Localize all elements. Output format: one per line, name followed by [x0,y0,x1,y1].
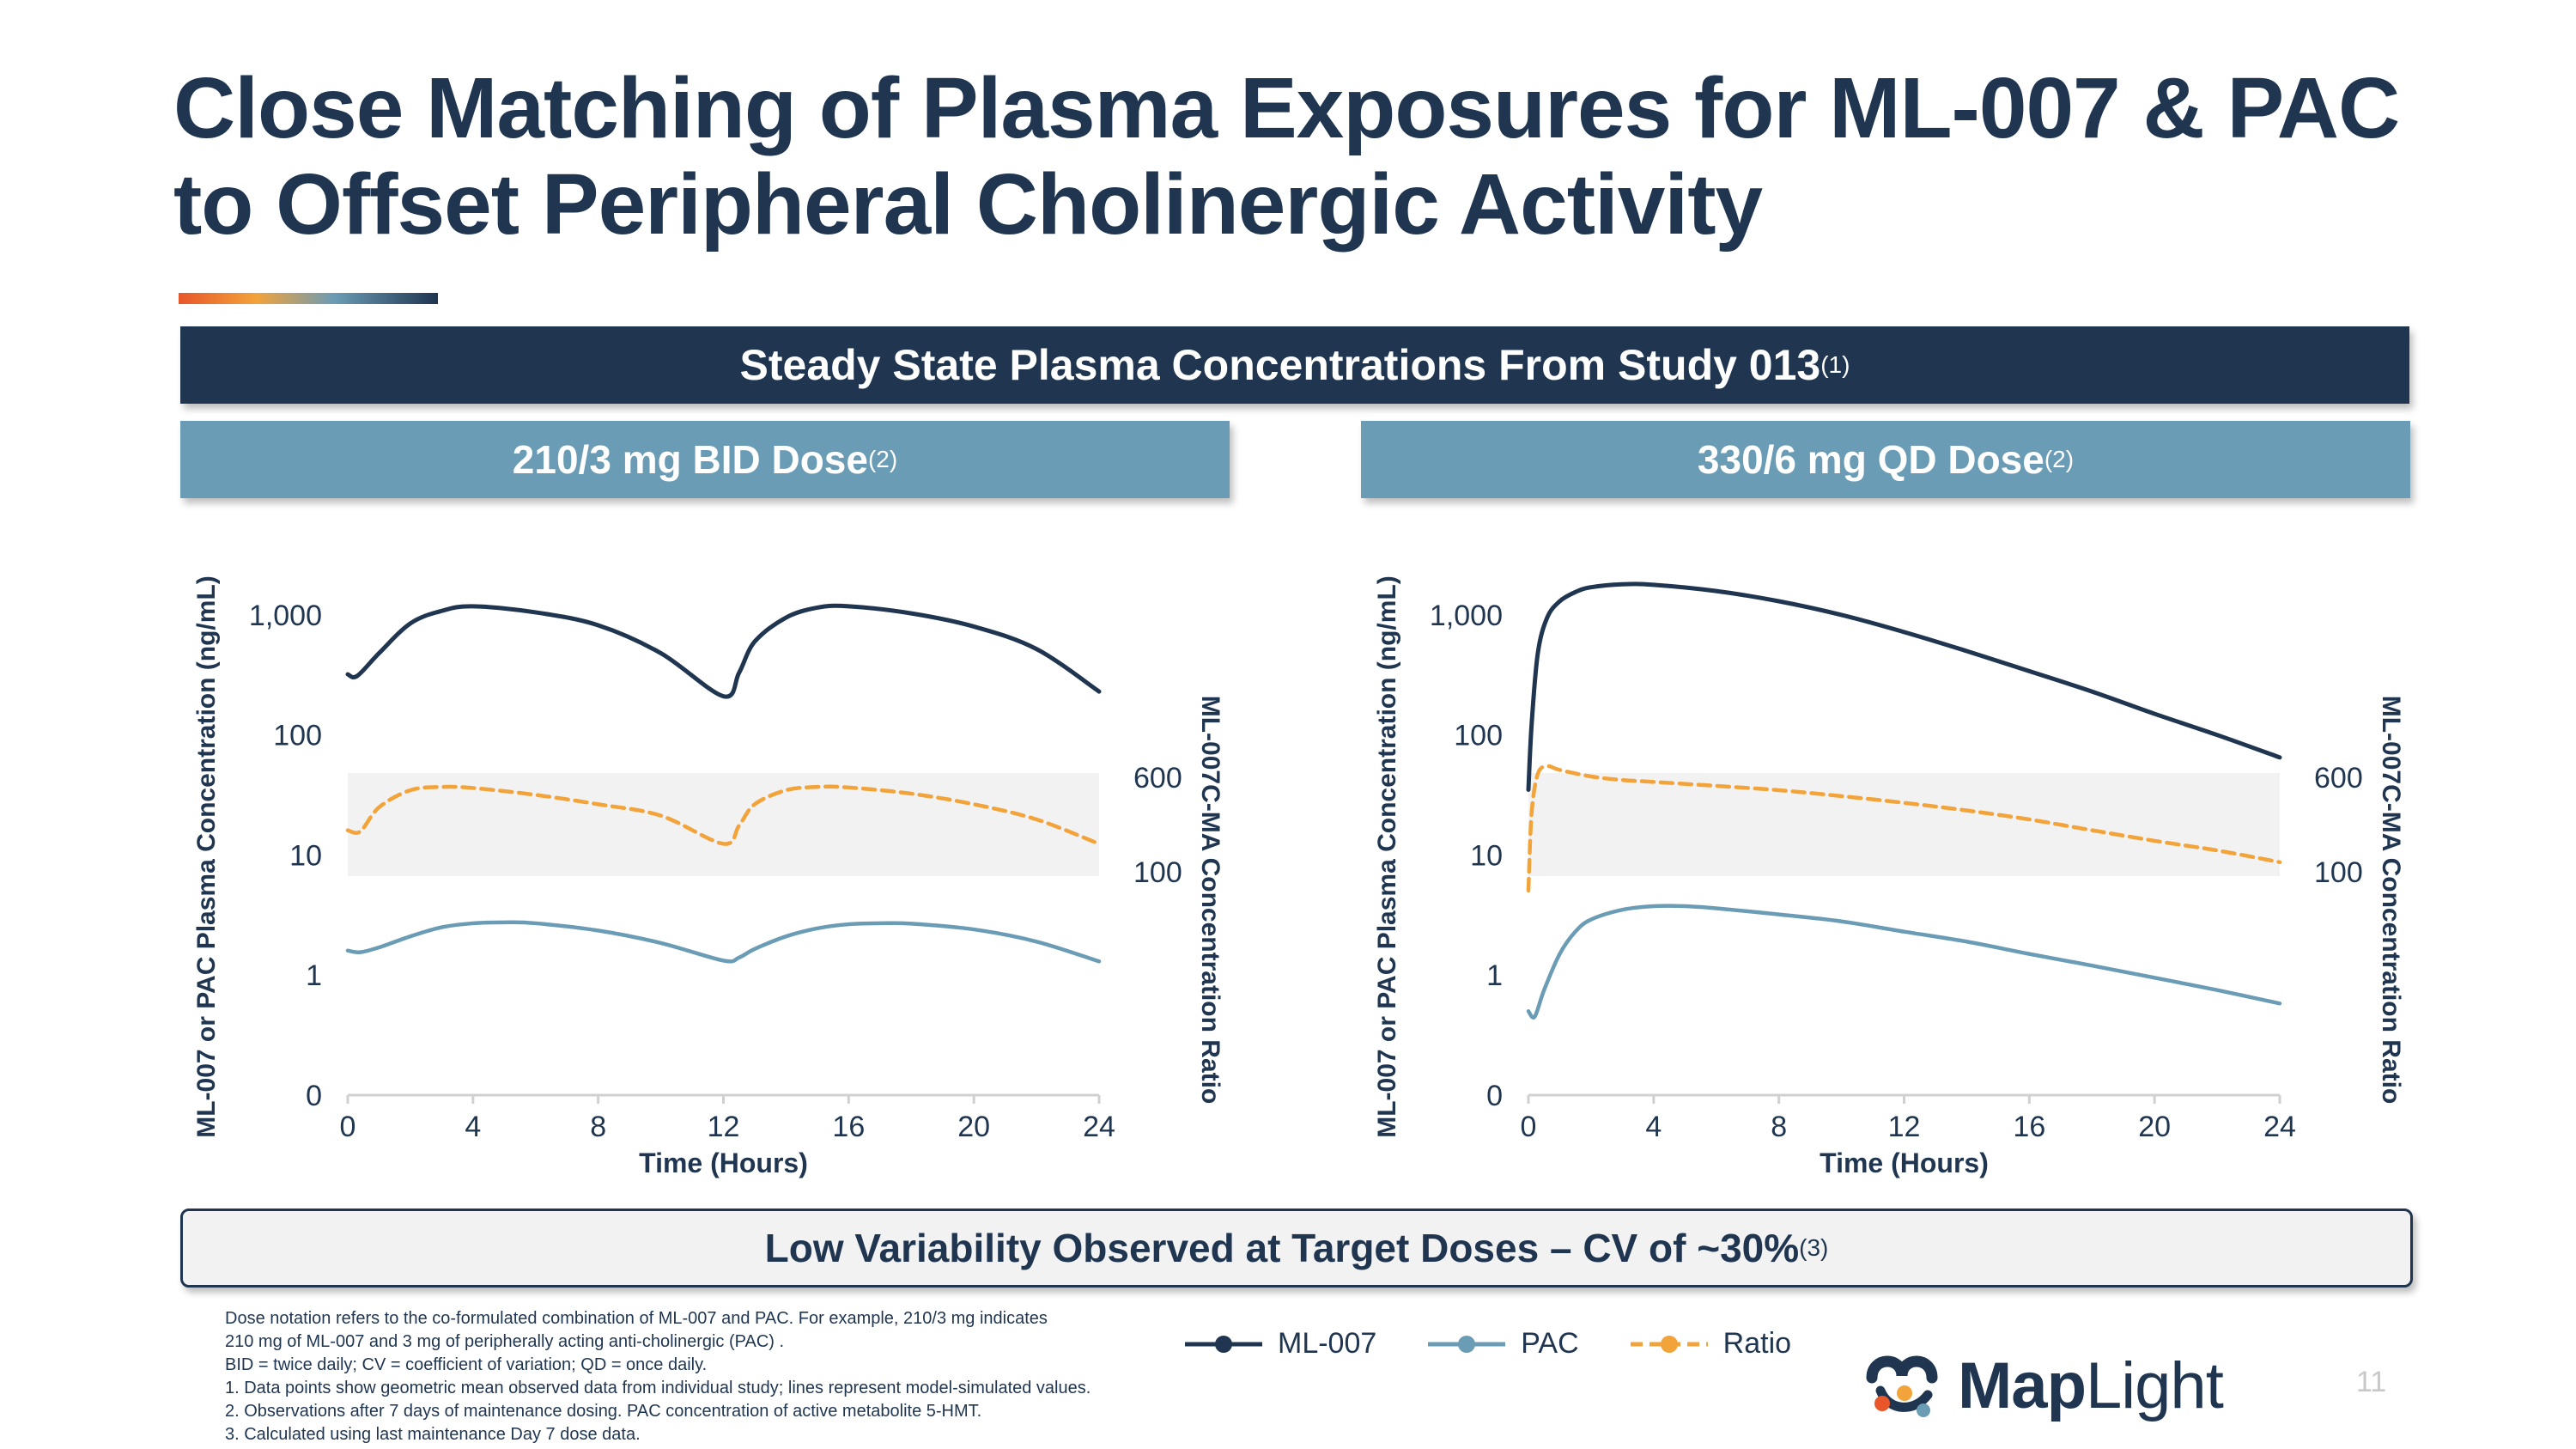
panel-title-right: 330/6 mg QD Dose (2) [1361,421,2410,498]
x-tick-label: 12 [708,1111,740,1143]
x-tick-label: 8 [590,1111,606,1143]
y-tick-label: 10 [289,839,322,872]
panel-title-left: 210/3 mg BID Dose (2) [180,421,1230,498]
logo-text: MapLight [1958,1349,2224,1423]
ratio-band [348,773,1099,876]
panel-title-right-footnote: (2) [2044,446,2075,472]
footnote-line: 1. Data points show geometric mean obser… [225,1379,1091,1397]
x-tick-label: 12 [1888,1111,1921,1143]
company-logo: MapLight [1863,1349,2224,1423]
y-tick-label: 0 [306,1080,322,1112]
footnote-line: BID = twice daily; CV = coefficient of v… [225,1355,708,1374]
legend-marker-pac [1428,1335,1506,1353]
series-line-ml007 [345,603,1102,699]
legend-label-pac: PAC [1521,1327,1579,1360]
series-line-ml007 [1526,581,2282,792]
chart-bid-dose: 0 4 8 12 16 20 24 0 1 10 100 1,000 100 600 Time (Hours… [192,575,1224,1178]
y-tick-label: 100 [1454,720,1503,752]
y-tick-label: 0 [1486,1080,1503,1112]
x-tick-label: 20 [2138,1111,2171,1143]
y-tick-label: 100 [273,720,322,752]
y-tick-label: 1,000 [249,600,322,632]
page-number: 11 [2356,1366,2387,1398]
ratio-band [1528,773,2280,876]
y-axis-title: ML-007 or PAC Plasma Concentration (ng/m… [1373,575,1401,1138]
legend-marker-ratio [1630,1335,1708,1353]
logo-text-bold: Map [1958,1349,2087,1422]
bottom-banner: Low Variability Observed at Target Doses… [180,1209,2413,1288]
x-tick-label: 20 [957,1111,990,1143]
panel-title-right-text: 330/6 mg QD Dose [1697,437,2044,482]
footnote-line: 2. Observations after 7 days of maintena… [225,1402,982,1421]
logo-icon [1866,1355,1938,1417]
logo-text-light: Light [2086,1349,2224,1422]
x-tick-label: 0 [1521,1111,1537,1143]
y2-axis-title: ML-007C-MA Concentration Ratio [2377,696,2405,1105]
series-line-pac [345,920,1102,964]
main-banner-text: Steady State Plasma Concentrations From … [739,341,1821,389]
y-tick-label: 1 [1486,959,1503,992]
main-banner: Steady State Plasma Concentrations From … [180,326,2409,404]
x-tick-label: 24 [1083,1111,1115,1143]
footnote-line: 210 mg of ML-007 and 3 mg of peripherall… [225,1332,785,1351]
footnotes: Dose notation refers to the co-formulate… [225,1307,1212,1446]
legend-item-ratio: Ratio [1630,1327,1792,1361]
y-axis-title: ML-007 or PAC Plasma Concentration (ng/m… [192,575,221,1138]
y2-tick-label: 600 [1133,762,1182,795]
page-title: Close Matching of Plasma Exposures for M… [173,60,2543,253]
x-tick-label: 4 [1645,1111,1662,1143]
y-tick-label: 1 [306,959,322,992]
footnote-line: Dose notation refers to the co-formulate… [225,1309,1048,1328]
series-line-ratio [345,784,1102,846]
panel-title-left-text: 210/3 mg BID Dose [512,437,868,482]
bottom-banner-text: Low Variability Observed at Target Doses… [764,1226,1800,1270]
accent-bar [179,293,438,304]
legend-marker-ml007 [1185,1335,1262,1353]
legend-item-ml007: ML-007 [1185,1327,1376,1361]
x-tick-label: 16 [832,1111,865,1143]
chart-legend: ML-007 PAC Ratio [1185,1327,1791,1361]
panel-title-left-footnote: (2) [867,446,898,472]
bottom-banner-footnote: (3) [1799,1234,1829,1261]
y2-tick-label: 100 [1133,856,1182,889]
x-axis-title: Time (Hours) [1820,1148,1989,1178]
x-tick-label: 16 [2013,1111,2045,1143]
main-banner-footnote: (1) [1820,351,1850,378]
x-tick-label: 0 [340,1111,356,1143]
legend-item-pac: PAC [1428,1327,1579,1361]
footnote-line: 3. Calculated using last maintenance Day… [225,1425,641,1444]
chart-qd-dose: 0 4 8 12 16 20 24 0 1 10 100 1,000 100 600 Time (Hours… [1373,575,2405,1178]
series-line-ratio [1526,764,2282,893]
x-tick-label: 8 [1771,1111,1787,1143]
title-line-1: Close Matching of Plasma Exposures for M… [173,60,2400,156]
y-tick-label: 1,000 [1430,600,1503,632]
series-line-pac [1526,904,2282,1020]
x-tick-label: 4 [465,1111,481,1143]
legend-label-ratio: Ratio [1722,1327,1792,1360]
y2-tick-label: 600 [2314,762,2363,795]
y2-tick-label: 100 [2314,856,2363,889]
x-axis-title: Time (Hours) [639,1148,808,1178]
y-tick-label: 10 [1470,839,1503,872]
title-line-2: to Offset Peripheral Cholinergic Activit… [173,156,1763,253]
legend-label-ml007: ML-007 [1278,1327,1377,1360]
y2-axis-title: ML-007C-MA Concentration Ratio [1196,696,1224,1105]
x-tick-label: 24 [2263,1111,2296,1143]
